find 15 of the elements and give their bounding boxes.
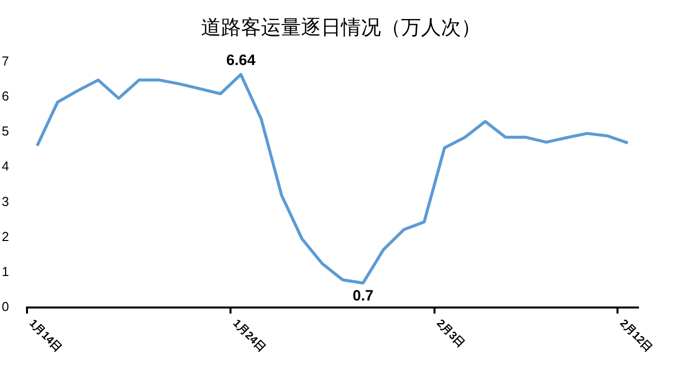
data-label: 6.64 — [226, 52, 256, 70]
x-tick-label: 2月3日 — [434, 317, 467, 350]
chart-title: 道路客运量逐日情况（万人次） — [200, 14, 482, 41]
y-tick-label: 7 — [2, 53, 9, 68]
y-tick-label: 6 — [2, 88, 9, 104]
y-tick-label: 5 — [2, 124, 9, 139]
y-tick-label: 0 — [2, 299, 9, 314]
y-tick-label: 1 — [2, 264, 9, 280]
data-label: 0.7 — [352, 288, 374, 305]
x-tick-label: 1月24日 — [230, 317, 268, 354]
y-tick-label: 2 — [2, 228, 9, 244]
y-tick-label: 3 — [2, 194, 9, 209]
y-tick-label: 4 — [2, 158, 9, 174]
x-tick-label: 1月14日 — [26, 317, 64, 354]
x-tick-label: 2月12日 — [617, 317, 654, 354]
